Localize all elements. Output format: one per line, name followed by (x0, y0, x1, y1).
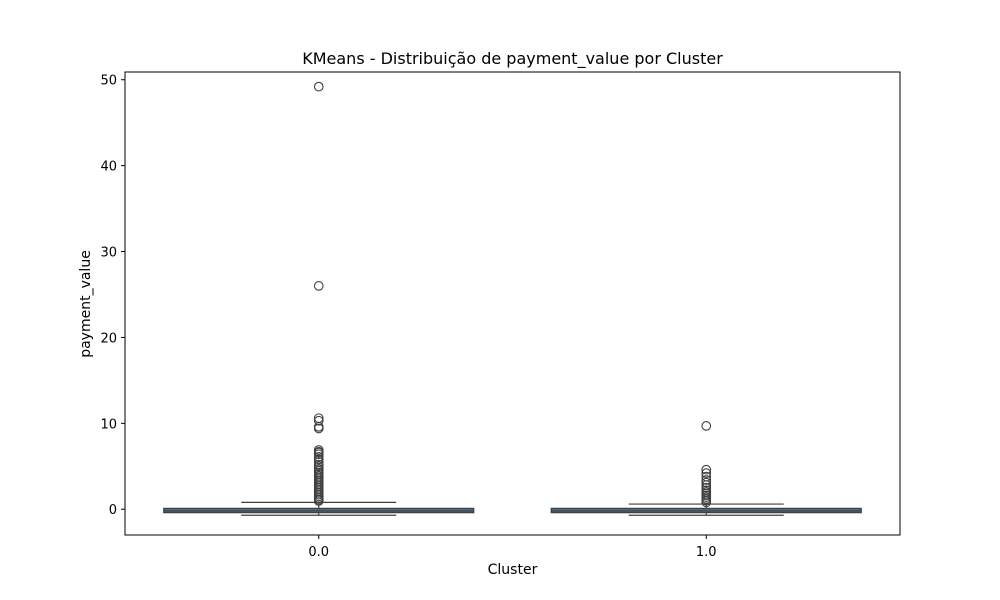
y-axis-label: payment_value (78, 250, 94, 358)
y-tick-label: 20 (100, 331, 117, 346)
outlier-point (313, 281, 324, 291)
outlier-point (313, 454, 324, 465)
chart-title: KMeans - Distribuição de payment_value p… (302, 49, 723, 69)
x-tick-label: 1.0 (696, 545, 717, 560)
outlier-point (313, 461, 324, 472)
outlier-point (701, 477, 712, 488)
plot-area: 0 10 20 30 40 50 0.0 1.0 (100, 74, 862, 560)
outlier-point (313, 451, 324, 462)
y-tick-label: 10 (100, 417, 117, 432)
y-tick-label: 30 (100, 246, 117, 261)
outlier-point (701, 482, 712, 493)
outlier-point (701, 464, 712, 475)
x-axis-label: Cluster (488, 562, 538, 578)
y-tick-label: 40 (100, 160, 117, 175)
outlier-point (701, 468, 712, 479)
y-tick-label: 50 (100, 74, 117, 89)
outlier-point (313, 415, 324, 426)
outlier-point (313, 423, 324, 434)
outlier-point (701, 421, 712, 431)
outlier-point (701, 497, 712, 508)
plot-frame (124, 71, 901, 536)
outlier-point (313, 81, 324, 92)
y-tick-label: 0 (109, 503, 117, 518)
outlier-point (313, 449, 324, 460)
outlier-point (313, 496, 324, 506)
x-tick-label: 0.0 (308, 545, 329, 560)
outlier-point (701, 475, 712, 485)
